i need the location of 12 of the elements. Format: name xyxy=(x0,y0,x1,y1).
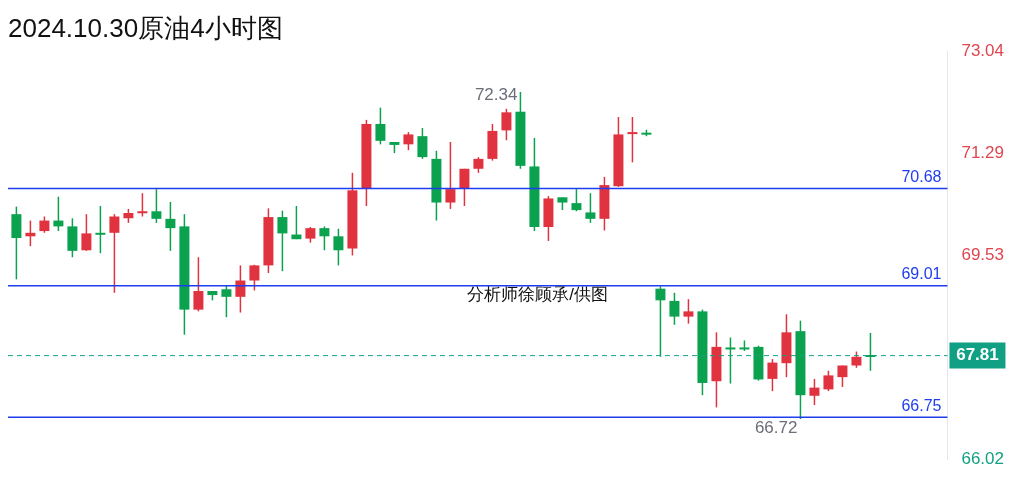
ref-line-label: 66.75 xyxy=(901,396,942,414)
y-tick-label: 73.04 xyxy=(961,40,1005,60)
annotation: 66.72 xyxy=(754,418,798,438)
annotation: 72.34 xyxy=(474,84,518,104)
ref-line-label: 67.81 xyxy=(956,345,999,365)
annotation: 分析师徐顾承/供图 xyxy=(467,284,609,304)
ref-line-label: 69.01 xyxy=(901,265,942,283)
y-tick-label: 69.53 xyxy=(961,245,1005,265)
chart-title: 2024.10.30原油4小时图 xyxy=(8,12,283,43)
y-tick-label: 66.02 xyxy=(961,449,1005,469)
ref-line-label: 70.68 xyxy=(901,167,942,185)
y-tick-label: 71.29 xyxy=(961,142,1005,162)
